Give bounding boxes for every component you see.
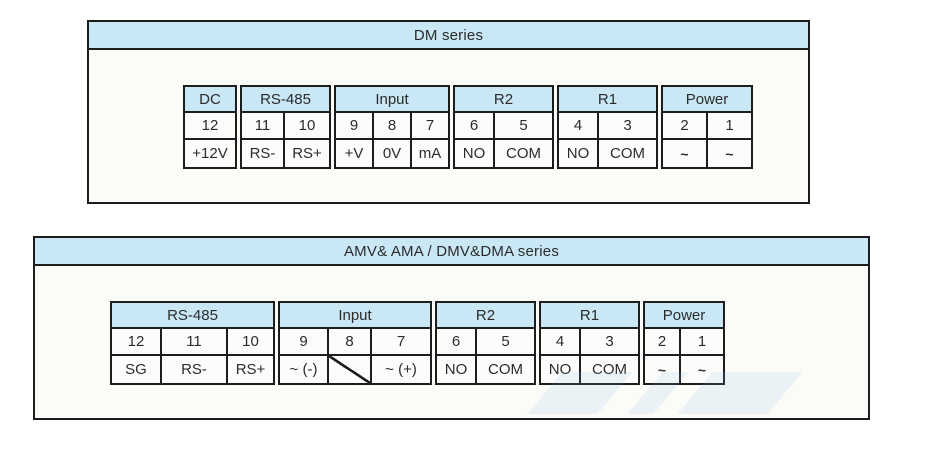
terminal-number-cell: 5 [493, 111, 554, 140]
terminal-signal-cell: SG [110, 354, 162, 385]
terminal-number-cell: 2 [643, 327, 681, 356]
terminal-group-r1: R1 4 3 NO COM [539, 301, 640, 385]
terminal-number-cell: 2 [661, 111, 708, 140]
terminal-signal-cell: ~ [643, 354, 681, 385]
terminal-signal-cell: COM [493, 138, 554, 169]
terminal-signal-cell: COM [597, 138, 658, 169]
terminal-signal-cell: NO [453, 138, 495, 169]
terminal-signal-cell: RS- [240, 138, 285, 169]
terminal-strip: DC 12 +12V RS-485 11 10 RS- RS+ Input 9 8 7 +V 0V mA R2… [183, 85, 753, 169]
terminal-number-cell: 3 [597, 111, 658, 140]
group-label-cell: RS-485 [240, 85, 331, 113]
group-label-cell: Power [661, 85, 753, 113]
terminal-number-cell: 11 [160, 327, 228, 356]
terminal-signal-cell: COM [579, 354, 640, 385]
panel-title: AMV& AMA / DMV&DMA series [343, 242, 560, 260]
terminal-group-r1: R1 4 3 NO COM [557, 85, 658, 169]
terminal-number-cell: 10 [226, 327, 275, 356]
terminal-number-cell: 8 [372, 111, 412, 140]
amv-dmv-series-panel: AMV& AMA / DMV&DMA series RS-485 12 11 10 SG… [33, 236, 870, 420]
terminal-number-cell: 5 [475, 327, 536, 356]
group-label-cell: R1 [539, 301, 640, 329]
terminal-signal-cell: ~ [661, 138, 708, 169]
terminal-signal-cell: 0V [372, 138, 412, 169]
group-label-cell: RS-485 [110, 301, 275, 329]
group-label-cell: Input [278, 301, 432, 329]
terminal-signal-cell: ~ [706, 138, 753, 169]
terminal-group-input: Input 9 8 7 ~ (-) ~ (+) [278, 301, 432, 385]
terminal-signal-cell: COM [475, 354, 536, 385]
terminal-group-r2: R2 6 5 NO COM [435, 301, 536, 385]
terminal-number-cell: 9 [278, 327, 329, 356]
terminal-number-cell: 10 [283, 111, 331, 140]
terminal-group-r2: R2 6 5 NO COM [453, 85, 554, 169]
panel-title: DM series [413, 26, 484, 44]
group-label-cell: R2 [435, 301, 536, 329]
group-label-cell: Power [643, 301, 725, 329]
terminal-number-cell: 4 [557, 111, 599, 140]
terminal-number-cell: 1 [706, 111, 753, 140]
terminal-number-cell: 1 [679, 327, 725, 356]
terminal-number-cell: 12 [110, 327, 162, 356]
terminal-group-dc: DC 12 +12V [183, 85, 237, 169]
terminal-number-cell: 6 [453, 111, 495, 140]
terminal-number-cell: 6 [435, 327, 477, 356]
terminal-signal-cell: ~ (+) [370, 354, 432, 385]
terminal-number-cell: 7 [410, 111, 450, 140]
terminal-number-cell: 4 [539, 327, 581, 356]
terminal-number-cell: 12 [183, 111, 237, 140]
terminal-signal-cell: ~ (-) [278, 354, 329, 385]
terminal-signal-cell: +V [334, 138, 374, 169]
terminal-group-input: Input 9 8 7 +V 0V mA [334, 85, 450, 169]
terminal-signal-cell: RS+ [283, 138, 331, 169]
terminal-number-cell: 9 [334, 111, 374, 140]
panel-title-bar: DM series [89, 22, 808, 50]
terminal-signal-cell: mA [410, 138, 450, 169]
no-connection-cell [327, 354, 372, 385]
terminal-signal-cell: ~ [679, 354, 725, 385]
panel-title-bar: AMV& AMA / DMV&DMA series [35, 238, 868, 266]
terminal-strip: RS-485 12 11 10 SG RS- RS+ Input 9 8 7 ~ (-) ~ (+) R2… [110, 301, 725, 385]
group-label-cell: Input [334, 85, 450, 113]
terminal-group-rs-485: RS-485 12 11 10 SG RS- RS+ [110, 301, 275, 385]
terminal-signal-cell: NO [435, 354, 477, 385]
terminal-number-cell: 8 [327, 327, 372, 356]
terminal-signal-cell: NO [557, 138, 599, 169]
terminal-group-power: Power 2 1 ~ ~ [643, 301, 725, 385]
terminal-group-rs-485: RS-485 11 10 RS- RS+ [240, 85, 331, 169]
terminal-number-cell: 11 [240, 111, 285, 140]
terminal-signal-cell: RS- [160, 354, 228, 385]
terminal-signal-cell: RS+ [226, 354, 275, 385]
dm-series-panel: DM series DC 12 +12V RS-485 11 10 RS- RS+ Input 9… [87, 20, 810, 204]
group-label-cell: R2 [453, 85, 554, 113]
group-label-cell: R1 [557, 85, 658, 113]
terminal-number-cell: 7 [370, 327, 432, 356]
group-label-cell: DC [183, 85, 237, 113]
terminal-number-cell: 3 [579, 327, 640, 356]
terminal-signal-cell: NO [539, 354, 581, 385]
terminal-group-power: Power 2 1 ~ ~ [661, 85, 753, 169]
terminal-signal-cell: +12V [183, 138, 237, 169]
